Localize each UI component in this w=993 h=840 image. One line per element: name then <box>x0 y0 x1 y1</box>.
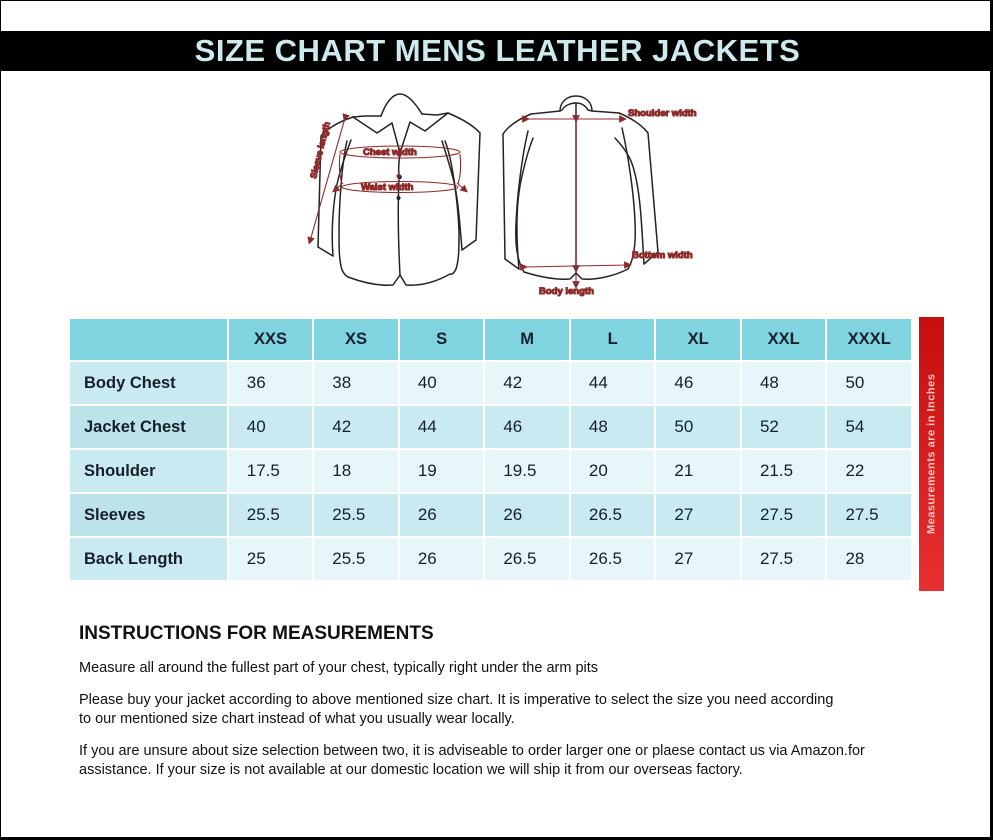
svg-text:Sleeve length: Sleeve length <box>308 121 332 180</box>
svg-text:Waist width: Waist width <box>361 182 414 193</box>
svg-text:Chest width: Chest width <box>363 147 417 158</box>
svg-text:Shoulder width: Shoulder width <box>628 108 697 119</box>
svg-text:Bottom width: Bottom width <box>632 250 693 261</box>
svg-text:Body length: Body length <box>539 286 594 297</box>
